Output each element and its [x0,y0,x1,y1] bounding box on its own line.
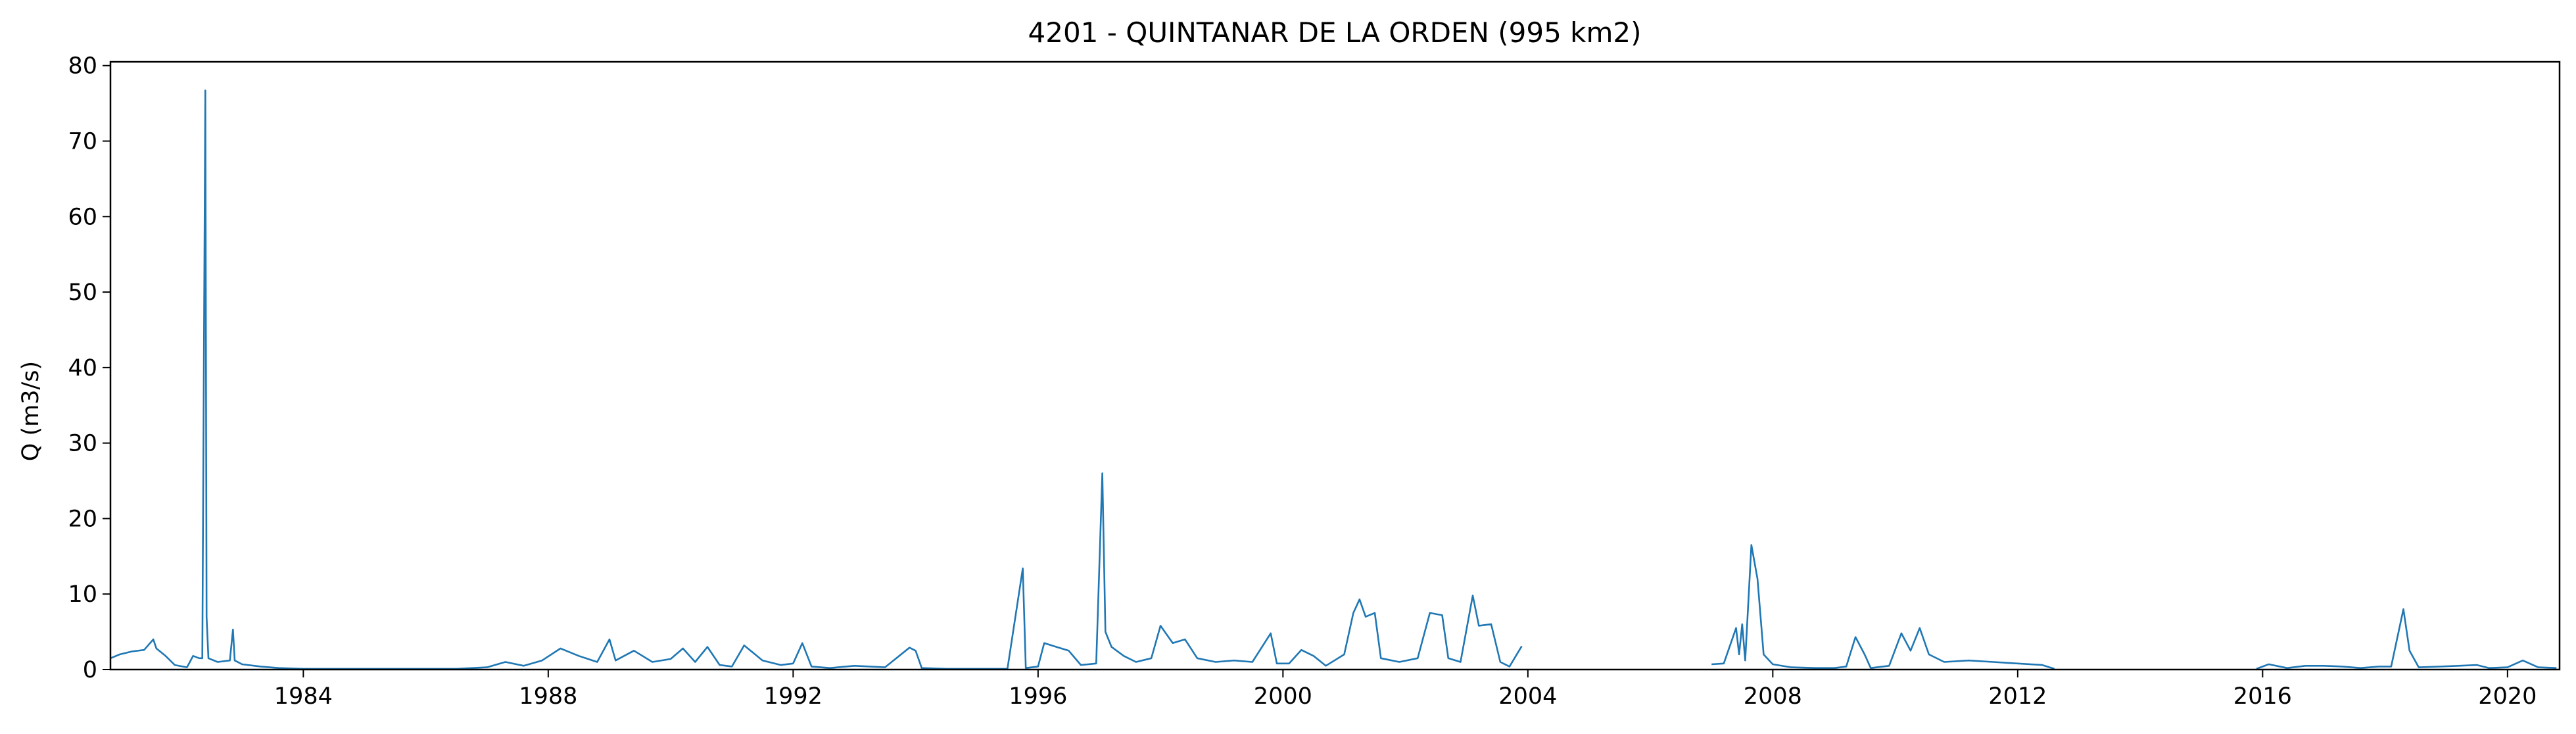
x-tick-label: 1996 [1009,683,1067,710]
series-line-segment [2256,609,2556,669]
plot-area [110,91,2556,669]
y-tick-label: 40 [68,355,97,381]
x-tick-label: 1988 [519,683,577,710]
x-tick-label: 1984 [274,683,333,710]
y-tick-label: 80 [68,53,97,80]
y-tick-label: 0 [83,657,97,683]
y-tick-label: 70 [68,129,97,155]
x-tick-label: 2008 [1744,683,1802,710]
plot-frame [110,62,2560,670]
y-tick-label: 10 [68,581,97,608]
y-axis-ticks: 0 10 20 30 40 50 60 70 80 [68,53,110,683]
x-tick-label: 2004 [1498,683,1557,710]
y-axis-label: Q (m3/s) [18,361,44,461]
x-tick-label: 2012 [1988,683,2047,710]
y-tick-label: 20 [68,506,97,532]
series-line-segment [1711,545,2055,669]
series-line-segment [110,91,1522,669]
x-tick-label: 2020 [2478,683,2537,710]
x-tick-label: 1992 [764,683,823,710]
y-tick-label: 30 [68,431,97,457]
y-tick-label: 60 [68,204,97,230]
y-tick-label: 50 [68,280,97,306]
x-axis-ticks: 1984 1988 1992 1996 2000 2004 2008 2012 2016 2020 [274,670,2537,710]
chart-title: 4201 - QUINTANAR DE LA ORDEN (995 km2) [1028,16,1642,49]
x-tick-label: 2016 [2233,683,2292,710]
x-tick-label: 2000 [1254,683,1312,710]
